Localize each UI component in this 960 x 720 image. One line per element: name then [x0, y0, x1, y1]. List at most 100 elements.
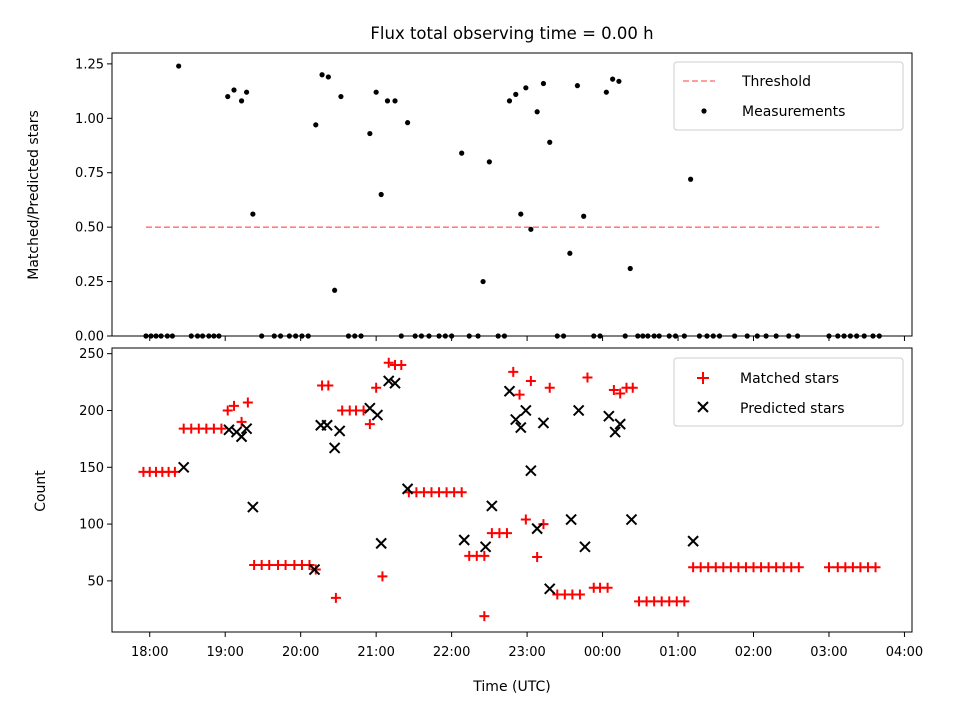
- matched-star-point: [479, 611, 490, 622]
- x-tick-label: 23:00: [508, 645, 545, 660]
- matched-star-point: [371, 382, 382, 393]
- measurement-point: [459, 150, 465, 156]
- measurement-point: [547, 139, 553, 145]
- x-tick-label: 20:00: [282, 645, 319, 660]
- predicted-star-point: [525, 464, 537, 477]
- x-tick-label: 04:00: [886, 645, 923, 660]
- x-tick-label: 21:00: [357, 645, 394, 660]
- count-y-tick-label: 250: [79, 347, 104, 362]
- matched-star-point: [216, 423, 227, 434]
- matched-star-point: [264, 559, 275, 570]
- measurement-point: [513, 91, 519, 97]
- matched-star-point: [870, 562, 881, 573]
- matched-star-point: [520, 514, 531, 525]
- measurement-point: [313, 122, 319, 128]
- matched-star-point: [514, 389, 525, 400]
- x-tick-label: 22:00: [433, 645, 470, 660]
- matched-star-point: [608, 385, 619, 396]
- predicted-star-point: [579, 541, 591, 553]
- measurement-point: [603, 89, 609, 95]
- measurement-point: [486, 159, 492, 165]
- measurements-legend-marker: [701, 108, 707, 114]
- matched-star-point: [229, 400, 240, 411]
- measurement-point: [176, 63, 182, 69]
- measurement-point: [319, 72, 325, 78]
- count-y-tick-label: 150: [79, 461, 104, 476]
- count-y-tick-label: 100: [79, 518, 104, 533]
- predicted-star-point: [537, 417, 550, 429]
- predicted-star-point: [503, 385, 516, 397]
- measurement-point: [523, 85, 529, 91]
- predicted-star-point: [531, 522, 543, 535]
- ratio-panel: Flux total observing time = 0.00 h 0.000…: [26, 24, 913, 345]
- matched-star-point: [501, 528, 512, 539]
- matched-star-point: [532, 552, 543, 563]
- predicted-star-point: [375, 537, 387, 550]
- x-tick-label: 03:00: [810, 645, 847, 660]
- predicted-star-point: [321, 419, 333, 431]
- measurement-point: [225, 93, 231, 100]
- matched-star-point: [544, 382, 555, 393]
- measurement-point: [534, 109, 540, 115]
- matched-star-point: [396, 360, 407, 371]
- matched-star-point: [793, 562, 804, 573]
- measurement-point: [332, 287, 338, 293]
- measurement-point: [616, 78, 622, 84]
- matched-star-point: [242, 397, 253, 408]
- count-marks: [138, 357, 881, 622]
- predicted-star-point: [572, 404, 585, 417]
- measurement-point: [404, 120, 411, 126]
- predicted-star-point: [401, 483, 414, 495]
- matched-star-point: [364, 419, 375, 430]
- measurement-point: [567, 250, 573, 256]
- measurement-point: [378, 191, 384, 198]
- ratio-legend-box: [673, 61, 904, 131]
- x-tick-label: 01:00: [659, 645, 696, 660]
- predicted-star-point: [371, 409, 384, 421]
- predicted-star-point: [625, 513, 638, 526]
- predicted-star-point: [333, 425, 346, 437]
- count-y-tick-label: 50: [87, 574, 104, 589]
- measurement-point: [528, 226, 534, 232]
- x-tick-label: 18:00: [131, 645, 168, 660]
- measurement-point: [338, 93, 344, 100]
- measurement-point: [384, 98, 391, 104]
- predicted-star-point: [458, 534, 470, 546]
- count-plot-frame: [111, 347, 913, 633]
- predicted-star-point: [520, 404, 532, 417]
- predicted-star-point: [177, 461, 190, 473]
- predicted-star-point: [389, 377, 401, 389]
- matched-star-point: [236, 416, 247, 427]
- measurement-point: [480, 278, 486, 285]
- measurement-point: [250, 211, 256, 217]
- matched-star-point: [330, 592, 341, 603]
- count-legend: Matched stars Predicted stars: [673, 357, 904, 427]
- count-ticks: 50 100 150 200 250 18:00 19:00 20:00 21:00 22:00 2…: [79, 347, 923, 660]
- measurement-point: [373, 89, 379, 95]
- x-tick-label: 19:00: [206, 645, 243, 660]
- measurements-legend-label: Measurements: [742, 104, 845, 120]
- measurement-point: [325, 74, 331, 80]
- matched-star-point: [823, 562, 834, 573]
- measurement-point: [392, 98, 398, 104]
- predicted-star-point: [544, 583, 556, 595]
- threshold-legend-label: Threshold: [741, 74, 811, 90]
- predicted-star-point: [235, 430, 248, 443]
- measurement-point: [506, 98, 513, 104]
- ratio-y-tick-label: 1.25: [75, 57, 104, 72]
- ratio-y-tick-label: 0.75: [75, 166, 104, 181]
- matched-star-point: [602, 582, 613, 593]
- measurement-point: [627, 265, 633, 272]
- measurement-point: [518, 211, 524, 217]
- measurement-point: [231, 87, 237, 93]
- x-tick-label: 02:00: [735, 645, 772, 660]
- measurement-point: [610, 76, 616, 82]
- predicted-star-point: [687, 535, 699, 547]
- measurement-point: [540, 80, 547, 87]
- predicted-star-point: [383, 375, 395, 387]
- ratio-y-tick-label: 0.25: [75, 275, 104, 290]
- ratio-y-tick-label: 0.50: [75, 221, 104, 236]
- matched-star-point: [525, 375, 536, 386]
- measurement-point: [581, 213, 587, 219]
- matched-star-point: [280, 559, 291, 570]
